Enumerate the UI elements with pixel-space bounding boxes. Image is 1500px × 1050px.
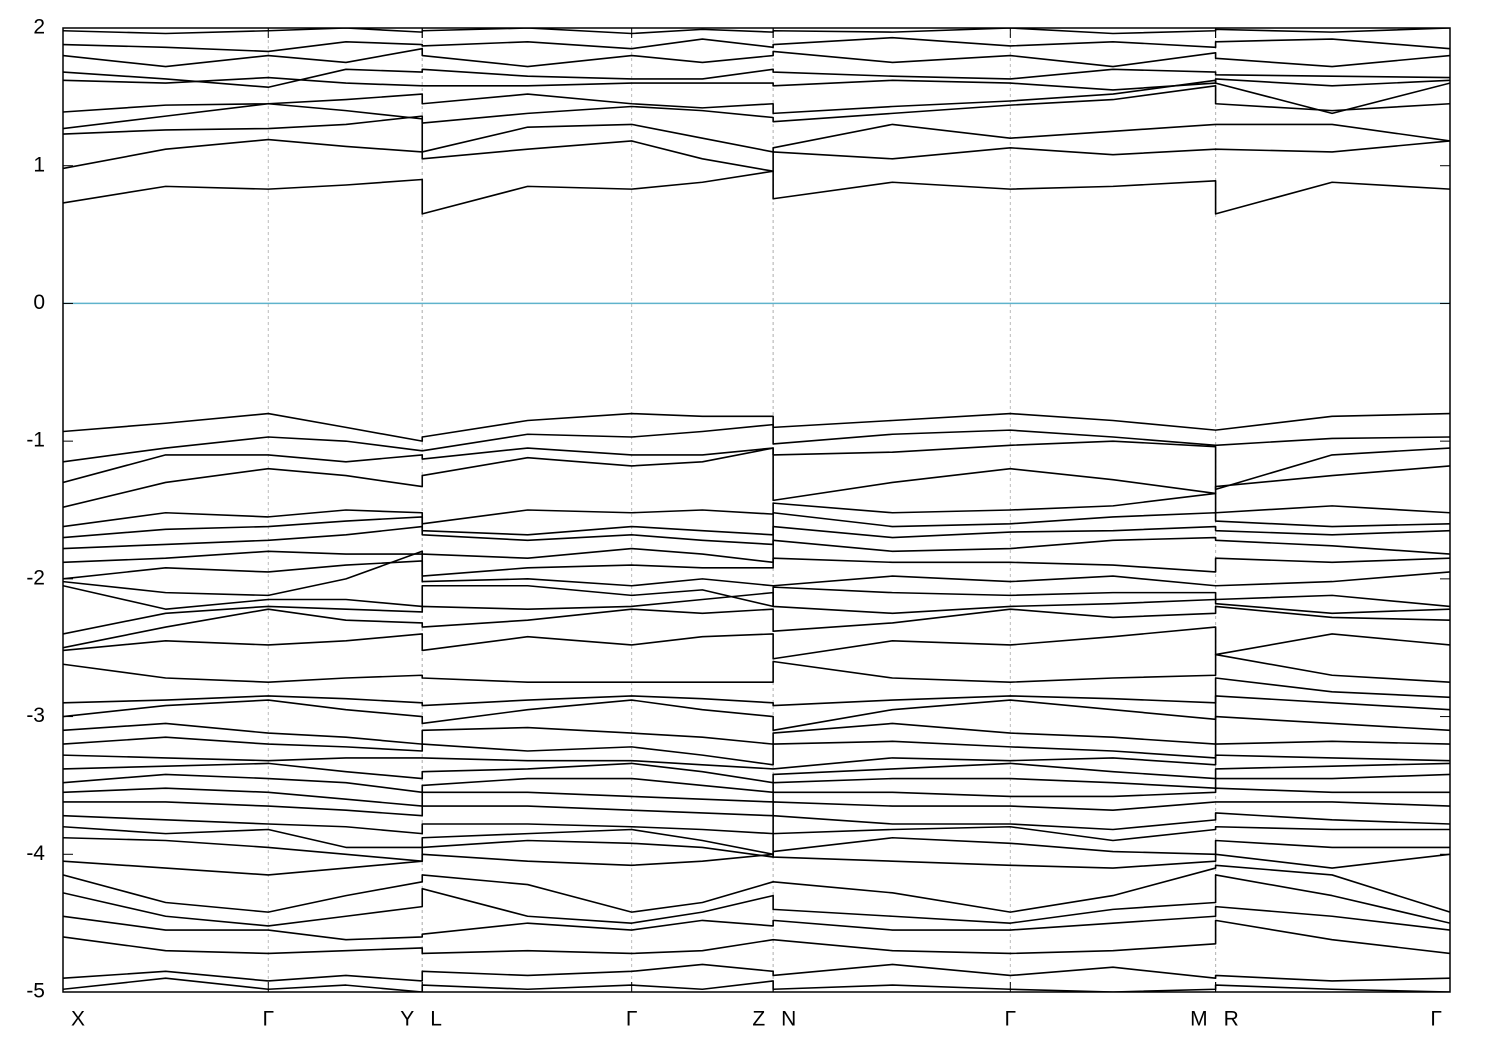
x-tick-label: X	[71, 1008, 85, 1031]
band-line	[63, 653, 1450, 683]
band-line	[63, 853, 1450, 876]
band-line	[63, 115, 1450, 153]
y-tick-label: -1	[26, 429, 45, 452]
band-line	[63, 864, 1450, 913]
band-line	[63, 85, 1450, 130]
band-line	[63, 874, 1450, 927]
x-tick-label: Γ	[262, 1008, 274, 1031]
band-line	[63, 36, 1450, 53]
band-line	[63, 584, 1450, 610]
band-line	[63, 76, 1450, 91]
y-tick-label: 1	[33, 153, 45, 176]
y-tick-label: -5	[26, 980, 45, 1003]
band-line	[63, 919, 1450, 955]
band-line	[63, 605, 1450, 649]
x-tick-label: Γ	[1005, 1008, 1017, 1031]
band-line	[63, 626, 1450, 660]
x-tick-label: Γ	[1430, 1008, 1442, 1031]
band-line	[63, 68, 1450, 89]
band-line	[63, 28, 1450, 35]
band-line	[63, 905, 1450, 941]
axes-layer: -5 -4 -3 -2 -1 0 1 2 X Γ Y L Γ Z N Γ M R Γ	[26, 16, 1451, 1031]
band-line	[63, 511, 1450, 539]
bands-layer	[63, 28, 1450, 992]
band-line	[63, 440, 1450, 491]
band-line	[63, 557, 1450, 580]
band-line	[63, 787, 1450, 807]
y-tick-label: -3	[26, 704, 45, 727]
band-line	[63, 801, 1450, 817]
x-tick-label: L	[430, 1008, 442, 1031]
band-line	[63, 754, 1450, 770]
band-line	[63, 963, 1450, 982]
band-line	[63, 447, 1450, 509]
x-tick-label: Y	[400, 1008, 414, 1031]
band-line	[63, 695, 1450, 732]
x-tick-label: Γ	[626, 1008, 638, 1031]
x-tick-label: M	[1190, 1008, 1208, 1031]
band-line	[63, 825, 1450, 856]
band-line	[63, 812, 1450, 835]
band-line	[63, 591, 1450, 635]
band-line	[63, 138, 1450, 173]
band-line	[63, 492, 1450, 528]
y-tick-label: -2	[26, 566, 45, 589]
band-line	[63, 79, 1450, 115]
band-line	[63, 423, 1450, 463]
y-tick-label: 2	[33, 16, 45, 39]
x-tick-label: N	[781, 1008, 796, 1031]
x-tick-label: R	[1224, 1008, 1239, 1031]
plot-frame	[62, 27, 1451, 993]
band-line	[63, 836, 1450, 862]
y-tick-label: 0	[33, 291, 45, 314]
band-line	[63, 773, 1450, 794]
band-line	[63, 412, 1450, 442]
y-tick-label: -4	[26, 842, 45, 865]
band-line	[63, 525, 1450, 550]
band-line	[63, 170, 1450, 215]
band-line	[63, 715, 1450, 745]
band-line	[63, 762, 1450, 784]
band-line	[63, 47, 1450, 68]
x-tick-label: Z	[752, 1008, 765, 1031]
band-line	[63, 550, 1450, 597]
